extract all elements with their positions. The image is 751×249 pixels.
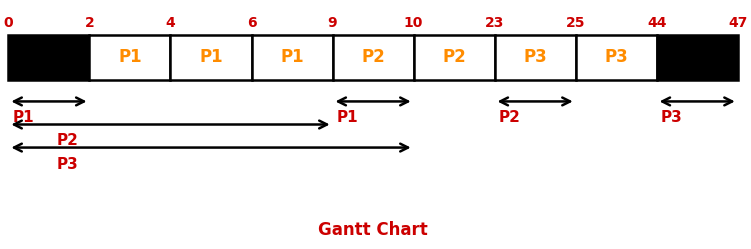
Bar bbox=[414, 35, 495, 80]
Bar bbox=[656, 35, 737, 80]
Text: 10: 10 bbox=[404, 16, 424, 30]
Text: 6: 6 bbox=[247, 16, 256, 30]
Text: 47: 47 bbox=[728, 16, 747, 30]
Bar bbox=[575, 35, 656, 80]
Text: 9: 9 bbox=[327, 16, 337, 30]
Text: 0: 0 bbox=[4, 16, 14, 30]
Bar bbox=[89, 35, 170, 80]
Text: P3: P3 bbox=[57, 157, 79, 172]
Text: 4: 4 bbox=[166, 16, 176, 30]
Text: P2: P2 bbox=[57, 133, 79, 148]
Text: Gantt Chart: Gantt Chart bbox=[318, 221, 428, 239]
Text: P1: P1 bbox=[199, 48, 223, 66]
Bar bbox=[8, 35, 89, 80]
Text: P3: P3 bbox=[661, 110, 683, 125]
Bar bbox=[333, 35, 414, 80]
Text: 25: 25 bbox=[566, 16, 585, 30]
Text: P1: P1 bbox=[118, 48, 142, 66]
Text: 23: 23 bbox=[485, 16, 504, 30]
Text: P1: P1 bbox=[336, 110, 358, 125]
Text: P2: P2 bbox=[499, 110, 520, 125]
Text: P1: P1 bbox=[280, 48, 304, 66]
Text: 44: 44 bbox=[647, 16, 666, 30]
Bar bbox=[170, 35, 252, 80]
Text: P3: P3 bbox=[523, 48, 547, 66]
Text: 2: 2 bbox=[85, 16, 95, 30]
Bar bbox=[252, 35, 333, 80]
Text: P3: P3 bbox=[605, 48, 628, 66]
Text: P2: P2 bbox=[442, 48, 466, 66]
Bar bbox=[495, 35, 575, 80]
Text: P1: P1 bbox=[13, 110, 34, 125]
Text: P2: P2 bbox=[361, 48, 385, 66]
